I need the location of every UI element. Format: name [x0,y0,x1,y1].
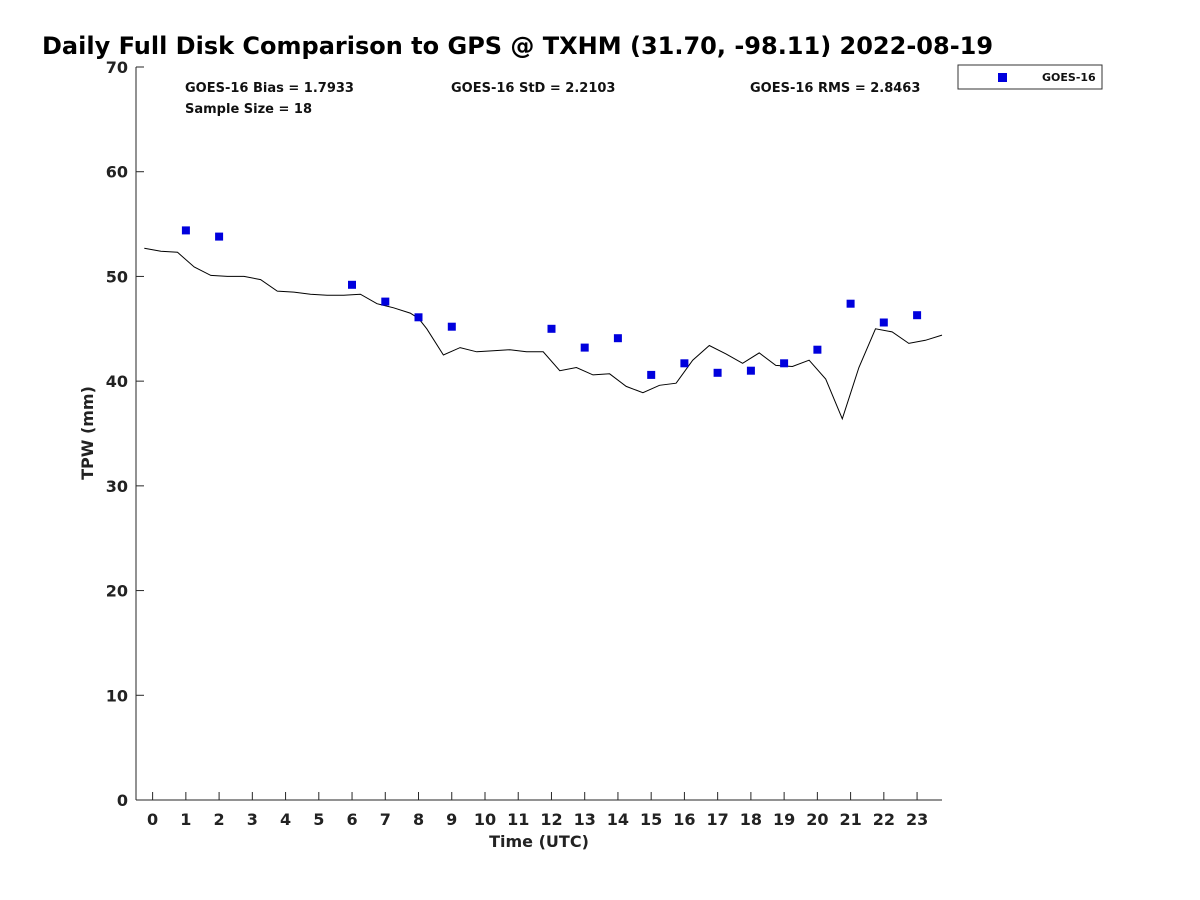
goes16-point [879,318,888,327]
goes16-point [613,334,622,343]
plot-area [136,67,942,800]
legend-label-goes16: GOES-16 [1042,71,1096,84]
y-tick-label: 70 [106,58,128,77]
x-tick-label: 17 [707,810,729,829]
y-tick-label: 50 [106,267,128,286]
goes16-point [547,324,556,333]
legend: GOES-16 [957,64,1103,90]
std-annotation: GOES-16 StD = 2.2103 [451,81,615,96]
x-tick-label: 15 [640,810,662,829]
x-tick-label: 13 [574,810,596,829]
x-tick-label: 19 [773,810,795,829]
goes16-point [713,368,722,377]
goes16-point [913,311,922,320]
x-tick-label: 14 [607,810,629,829]
gps-line [144,247,943,421]
goes16-point [181,226,190,235]
y-tick-label: 40 [106,372,128,391]
x-tick-label: 7 [380,810,391,829]
legend-marker-goes16 [998,73,1007,82]
x-tick-label: 12 [540,810,562,829]
goes16-point [746,366,755,375]
x-tick-label: 4 [280,810,291,829]
y-tick-label: 60 [106,163,128,182]
y-tick-label: 10 [106,686,128,705]
x-tick-label: 10 [474,810,496,829]
x-tick-label: 9 [446,810,457,829]
stats-annotations: GOES-16 Bias = 1.7933 GOES-16 StD = 2.21… [185,81,920,117]
goes16-point [348,280,356,289]
sample-size-annotation: Sample Size = 18 [185,102,312,117]
x-tick-label: 3 [247,810,258,829]
goes16-point [813,345,822,354]
x-tick-label: 11 [507,810,529,829]
x-tick-label: 6 [346,810,357,829]
x-tick-label: 8 [413,810,424,829]
x-tick-label: 1 [180,810,191,829]
x-axis-label: Time (UTC) [489,832,589,851]
y-axis-label: TPW (mm) [78,386,97,480]
y-tick-label: 20 [106,582,128,601]
goes16-point [647,370,656,379]
gps-line-group [144,247,943,421]
goes16-point [680,359,689,368]
goes16-points [181,226,922,379]
x-tick-label: 0 [147,810,158,829]
x-tick-label: 5 [313,810,324,829]
x-tick-label: 21 [839,810,861,829]
goes16-point [846,299,855,308]
rms-annotation: GOES-16 RMS = 2.8463 [750,81,920,96]
goes16-point [780,359,789,368]
x-tick-label: 2 [214,810,225,829]
x-tick-label: 22 [873,810,895,829]
chart-title: Daily Full Disk Comparison to GPS @ TXHM… [42,32,993,60]
goes16-point [215,232,224,241]
legend-box [957,64,1103,90]
x-tick-label: 16 [673,810,695,829]
y-tick-label: 30 [106,477,128,496]
goes16-point [580,343,589,352]
x-tick-label: 23 [906,810,928,829]
x-tick-label: 18 [740,810,762,829]
bias-annotation: GOES-16 Bias = 1.7933 [185,81,354,96]
goes16-point [381,297,390,306]
goes16-point [414,313,423,322]
x-tick-label: 20 [806,810,828,829]
goes16-point [447,322,456,331]
y-tick-label: 0 [117,791,128,810]
